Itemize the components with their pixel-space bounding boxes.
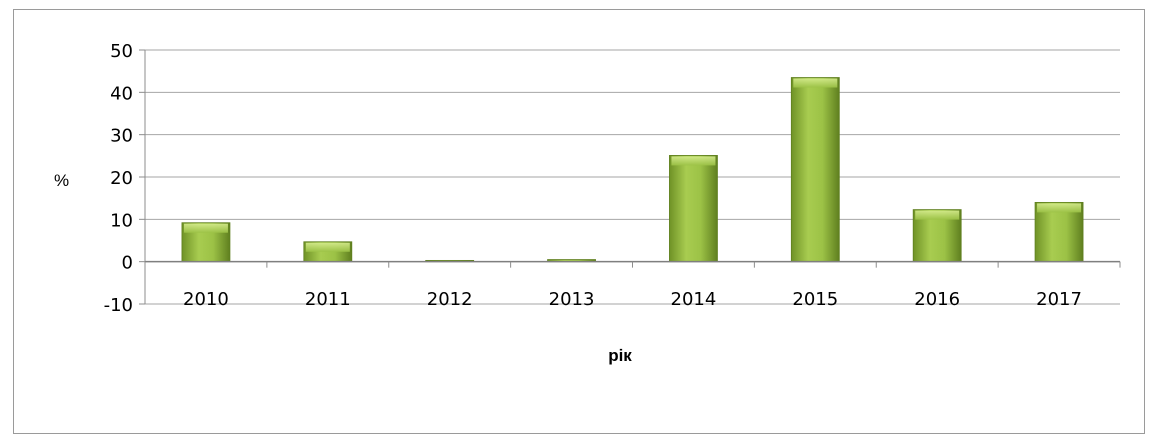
bar-body [669, 155, 718, 263]
y-tick-label: 20 [110, 168, 133, 189]
bars [181, 77, 1084, 263]
bar [181, 222, 231, 263]
bar [303, 241, 353, 263]
bar-highlight [1037, 203, 1082, 213]
y-tick-label: 0 [122, 253, 133, 274]
bar-highlight [671, 156, 716, 166]
y-tick-label: 30 [110, 126, 133, 147]
x-tick-label: 2015 [792, 289, 838, 310]
x-tick-label: 2013 [549, 289, 595, 310]
bar-highlight [183, 223, 228, 233]
x-tick-label: 2014 [671, 289, 717, 310]
y-tick-label: -10 [104, 295, 133, 316]
bar-highlight [793, 78, 838, 88]
x-tick-labels: 2010 2011 2012 2013 2014 2015 2016 2017 [183, 289, 1082, 310]
y-tick-label: 50 [110, 41, 133, 62]
x-tick-label: 2010 [183, 289, 229, 310]
y-tick-labels: -10 0 10 20 30 40 50 [104, 41, 133, 316]
bar [790, 77, 840, 263]
x-tick-label: 2016 [914, 289, 960, 310]
x-tick-label: 2012 [427, 289, 473, 310]
x-tick-label: 2017 [1036, 289, 1082, 310]
bar [912, 209, 962, 263]
bar-body [790, 77, 840, 263]
bar [1034, 201, 1084, 263]
bar-highlight [305, 242, 350, 252]
x-tick-label: 2011 [305, 289, 351, 310]
bar-highlight [915, 210, 960, 220]
bar [669, 155, 718, 263]
y-tick-label: 40 [110, 83, 133, 104]
axes [139, 49, 1121, 305]
y-tick-label: 10 [110, 210, 133, 231]
y-axis-title: % [54, 171, 69, 190]
x-axis-title: рік [608, 346, 632, 365]
